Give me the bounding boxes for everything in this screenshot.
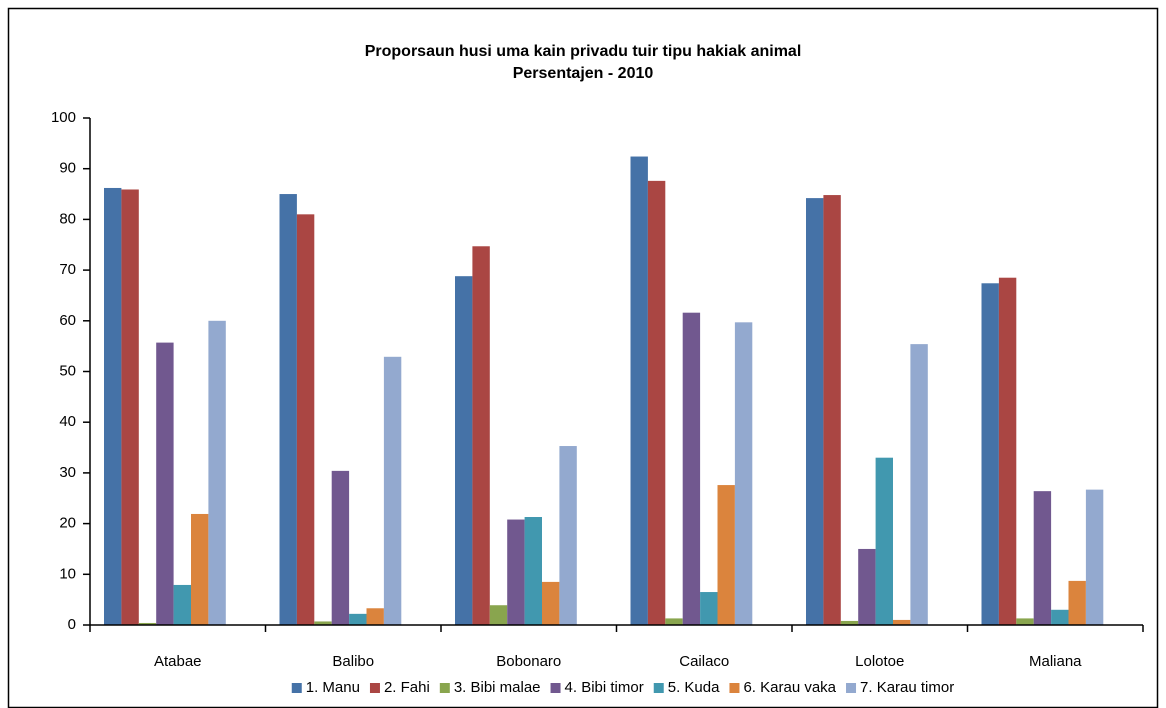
legend-label: 2. Fahi (384, 679, 430, 696)
y-tick-label: 60 (59, 312, 76, 329)
bar (314, 621, 332, 625)
bar (121, 189, 139, 625)
bar (559, 446, 577, 625)
bar (279, 194, 297, 626)
legend-label: 7. Karau timor (860, 679, 954, 696)
legend-swatch (653, 683, 664, 693)
legend-swatch (729, 683, 740, 693)
bar (665, 618, 683, 625)
y-tick-label: 40 (59, 413, 76, 430)
bar (331, 470, 350, 625)
legend-swatch (369, 683, 380, 693)
x-tick-label: Cailaco (679, 653, 729, 670)
bar (840, 620, 859, 625)
bar (138, 622, 157, 625)
bar (507, 519, 525, 625)
bar (1085, 489, 1104, 625)
y-tick-label: 50 (59, 362, 76, 379)
bar (173, 584, 191, 625)
y-tick-label: 100 (51, 109, 76, 126)
bar (806, 198, 824, 625)
bar (208, 320, 226, 625)
bar (647, 180, 666, 626)
bar (524, 517, 542, 625)
legend-swatch (550, 683, 561, 693)
x-tick-label: Balibo (332, 653, 374, 670)
bar (1016, 618, 1034, 625)
y-tick-label: 90 (59, 160, 76, 177)
bar (700, 592, 718, 625)
y-tick-label: 10 (59, 565, 76, 582)
bar (542, 581, 560, 625)
bar (858, 548, 876, 625)
bar (489, 605, 508, 625)
chart-subtitle: Persentajen - 2010 (513, 65, 654, 82)
y-tick-label: 30 (59, 464, 76, 481)
bar (156, 342, 174, 625)
bar (875, 457, 893, 625)
bar (734, 322, 753, 625)
y-tick-label: 0 (68, 616, 76, 633)
chart-title: Proporsaun husi uma kain privadu tuir ti… (365, 43, 802, 60)
bar (910, 344, 928, 625)
bar (104, 187, 122, 625)
x-tick-label: Atabae (154, 653, 202, 670)
bar (383, 356, 402, 625)
y-tick-label: 70 (59, 261, 76, 278)
bar (366, 608, 384, 625)
bar (630, 156, 648, 626)
legend-swatch (846, 683, 857, 693)
bar (1051, 609, 1069, 625)
bar (296, 214, 315, 625)
legend-label: 3. Bibi malae (454, 679, 541, 696)
legend-label: 5. Kuda (668, 679, 720, 696)
bar (191, 513, 209, 625)
bar (893, 619, 911, 625)
x-tick-label: Maliana (1029, 653, 1082, 670)
legend-label: 4. Bibi timor (565, 679, 644, 696)
bar (455, 276, 473, 625)
legend-label: 1. Manu (306, 679, 360, 696)
bar (981, 283, 999, 625)
bar (998, 277, 1017, 625)
bar (717, 485, 735, 625)
bar (349, 613, 367, 625)
x-tick-label: Lolotoe (855, 653, 904, 670)
x-tick-label: Bobonaro (496, 653, 561, 670)
bar (472, 246, 490, 625)
bar (1033, 491, 1052, 625)
bar (1068, 580, 1086, 625)
y-tick-label: 80 (59, 210, 76, 227)
legend-swatch (439, 683, 450, 693)
legend-swatch (291, 683, 302, 693)
bar (682, 312, 701, 625)
legend-label: 6. Karau vaka (743, 679, 836, 696)
bar (823, 195, 841, 625)
y-tick-label: 20 (59, 515, 76, 532)
